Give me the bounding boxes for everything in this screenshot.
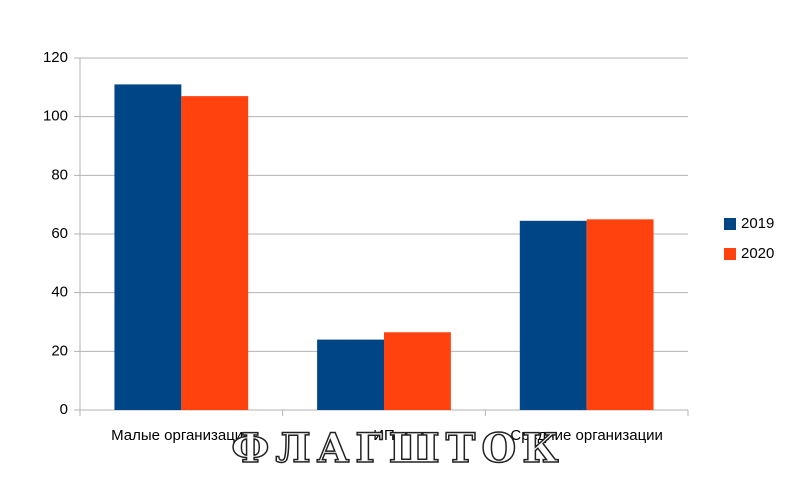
bar xyxy=(586,219,654,410)
y-tick-label: 40 xyxy=(51,284,68,301)
y-tick-label: 60 xyxy=(51,225,68,242)
y-tick-label: 100 xyxy=(43,108,68,125)
bar xyxy=(384,332,451,410)
y-tick-label: 120 xyxy=(43,49,68,66)
y-tick-label: 20 xyxy=(51,342,68,359)
x-tick-label: Малые организации xyxy=(111,427,251,444)
bar xyxy=(317,339,384,410)
legend-label: 2019 xyxy=(741,215,774,232)
x-tick-label: ИП xyxy=(373,427,395,444)
bar xyxy=(519,220,587,410)
legend-swatch xyxy=(724,248,736,260)
bar xyxy=(114,84,182,411)
bar xyxy=(181,96,249,410)
y-tick-label: 0 xyxy=(60,401,68,418)
x-tick-label: Средние организации xyxy=(510,427,663,444)
legend-swatch xyxy=(724,218,736,230)
legend-label: 2020 xyxy=(741,245,774,262)
y-tick-label: 80 xyxy=(51,166,68,183)
watermark: ФЛАГШТОК xyxy=(231,425,564,472)
